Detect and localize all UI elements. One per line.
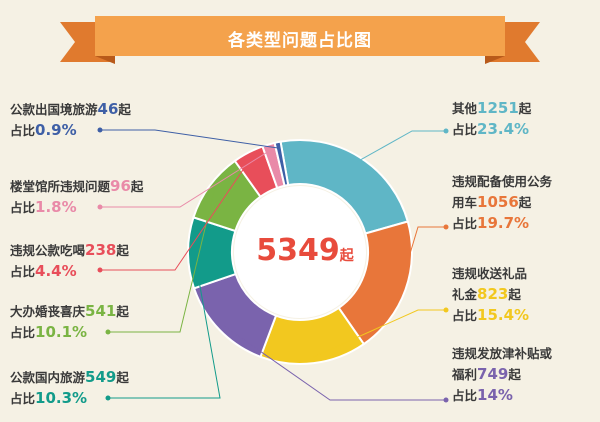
slice-label: 楼堂馆所违规问题96起占比1.8% — [10, 176, 143, 218]
count-suffix: 起 — [508, 287, 521, 302]
chart-title: 各类型问题占比图 — [228, 31, 372, 51]
leader-line — [399, 226, 446, 288]
count-suffix: 起 — [116, 304, 129, 319]
slice-label: 大办婚丧喜庆541起占比10.1% — [10, 301, 129, 343]
percent-prefix: 占比 — [452, 388, 478, 403]
percent-prefix: 占比 — [452, 308, 478, 323]
slice-count: 541 — [85, 302, 117, 320]
count-suffix: 起 — [116, 370, 129, 385]
slice-name: 楼堂馆所违规问题 — [10, 179, 111, 194]
slice-count: 749 — [477, 365, 509, 383]
slice-percent: 10.3% — [35, 389, 88, 407]
leader-line — [223, 325, 446, 401]
slice-name: 大办婚丧喜庆 — [10, 304, 86, 319]
slice-name: 违规配备使用公务 — [452, 174, 553, 189]
count-suffix: 起 — [118, 102, 131, 117]
leader-line — [100, 149, 271, 208]
count-suffix: 起 — [518, 101, 532, 116]
leader-line — [108, 189, 215, 333]
slice-label: 公款出国境旅游46起占比0.9% — [10, 99, 131, 141]
total-number: 5349 — [256, 233, 340, 268]
count-suffix: 起 — [508, 367, 521, 382]
percent-prefix: 占比 — [10, 391, 36, 406]
slice-count: 96 — [110, 177, 131, 195]
percent-prefix: 占比 — [452, 122, 478, 137]
percent-prefix: 占比 — [452, 216, 478, 231]
slice-percent: 4.4% — [35, 262, 77, 280]
slice-name-cont: 用车 — [452, 195, 478, 210]
slice-name-cont: 福利 — [452, 367, 478, 382]
slice-count: 238 — [85, 241, 117, 259]
slice-name: 违规收送礼品 — [452, 266, 528, 281]
slice-percent: 19.7% — [477, 214, 530, 232]
slice-name: 公款国内旅游 — [10, 370, 86, 385]
slice-count: 1056 — [477, 193, 519, 211]
slice-name: 违规公款吃喝 — [10, 243, 86, 258]
leader-line — [100, 157, 252, 271]
slice-percent: 10.1% — [35, 323, 88, 341]
total-count: 5349起 — [245, 233, 365, 268]
pie-slice — [273, 140, 290, 187]
slice-count: 549 — [85, 368, 117, 386]
slice-percent: 14% — [477, 386, 513, 404]
leader-line — [312, 309, 446, 358]
count-suffix: 起 — [518, 195, 532, 210]
slice-label: 其他1251起占比23.4% — [452, 98, 531, 140]
percent-prefix: 占比 — [10, 264, 36, 279]
count-suffix: 起 — [116, 243, 129, 258]
leader-line — [100, 129, 279, 149]
slice-count: 823 — [477, 285, 509, 303]
leader-dot — [97, 267, 103, 273]
slice-label: 违规公款吃喝238起占比4.4% — [10, 240, 129, 282]
leader-dot — [443, 128, 449, 134]
leader-line — [356, 130, 446, 163]
slice-percent: 15.4% — [477, 306, 530, 324]
leader-dot — [443, 307, 449, 313]
slice-percent: 0.9% — [35, 121, 77, 139]
percent-prefix: 占比 — [10, 123, 36, 138]
slice-name: 其他 — [452, 101, 478, 116]
leader-dot — [97, 127, 103, 133]
slice-label: 违规发放津补贴或 福利749起占比14% — [452, 344, 552, 406]
slice-label: 公款国内旅游549起占比10.3% — [10, 367, 129, 409]
total-unit: 起 — [339, 248, 354, 264]
donut-center — [234, 186, 366, 318]
slice-label: 违规配备使用公务 用车1056起占比19.7% — [452, 172, 552, 234]
leader-dot — [443, 224, 449, 230]
percent-prefix: 占比 — [10, 325, 36, 340]
slice-label: 违规收送礼品 礼金823起占比15.4% — [452, 264, 529, 326]
leader-dot — [97, 204, 103, 210]
slice-count: 46 — [97, 100, 119, 118]
slice-name: 违规发放津补贴或 — [452, 346, 553, 361]
leader-dot — [443, 397, 449, 403]
slice-name-cont: 礼金 — [452, 287, 478, 302]
slice-percent: 1.8% — [35, 198, 77, 216]
leader-dot — [105, 329, 111, 335]
percent-prefix: 占比 — [10, 200, 36, 215]
slice-count: 1251 — [477, 99, 519, 117]
title-banner — [60, 16, 540, 64]
slice-name: 公款出国境旅游 — [10, 102, 98, 117]
leader-line — [108, 252, 221, 399]
count-suffix: 起 — [130, 179, 144, 194]
slice-percent: 23.4% — [477, 120, 530, 138]
leader-dot — [105, 395, 111, 401]
